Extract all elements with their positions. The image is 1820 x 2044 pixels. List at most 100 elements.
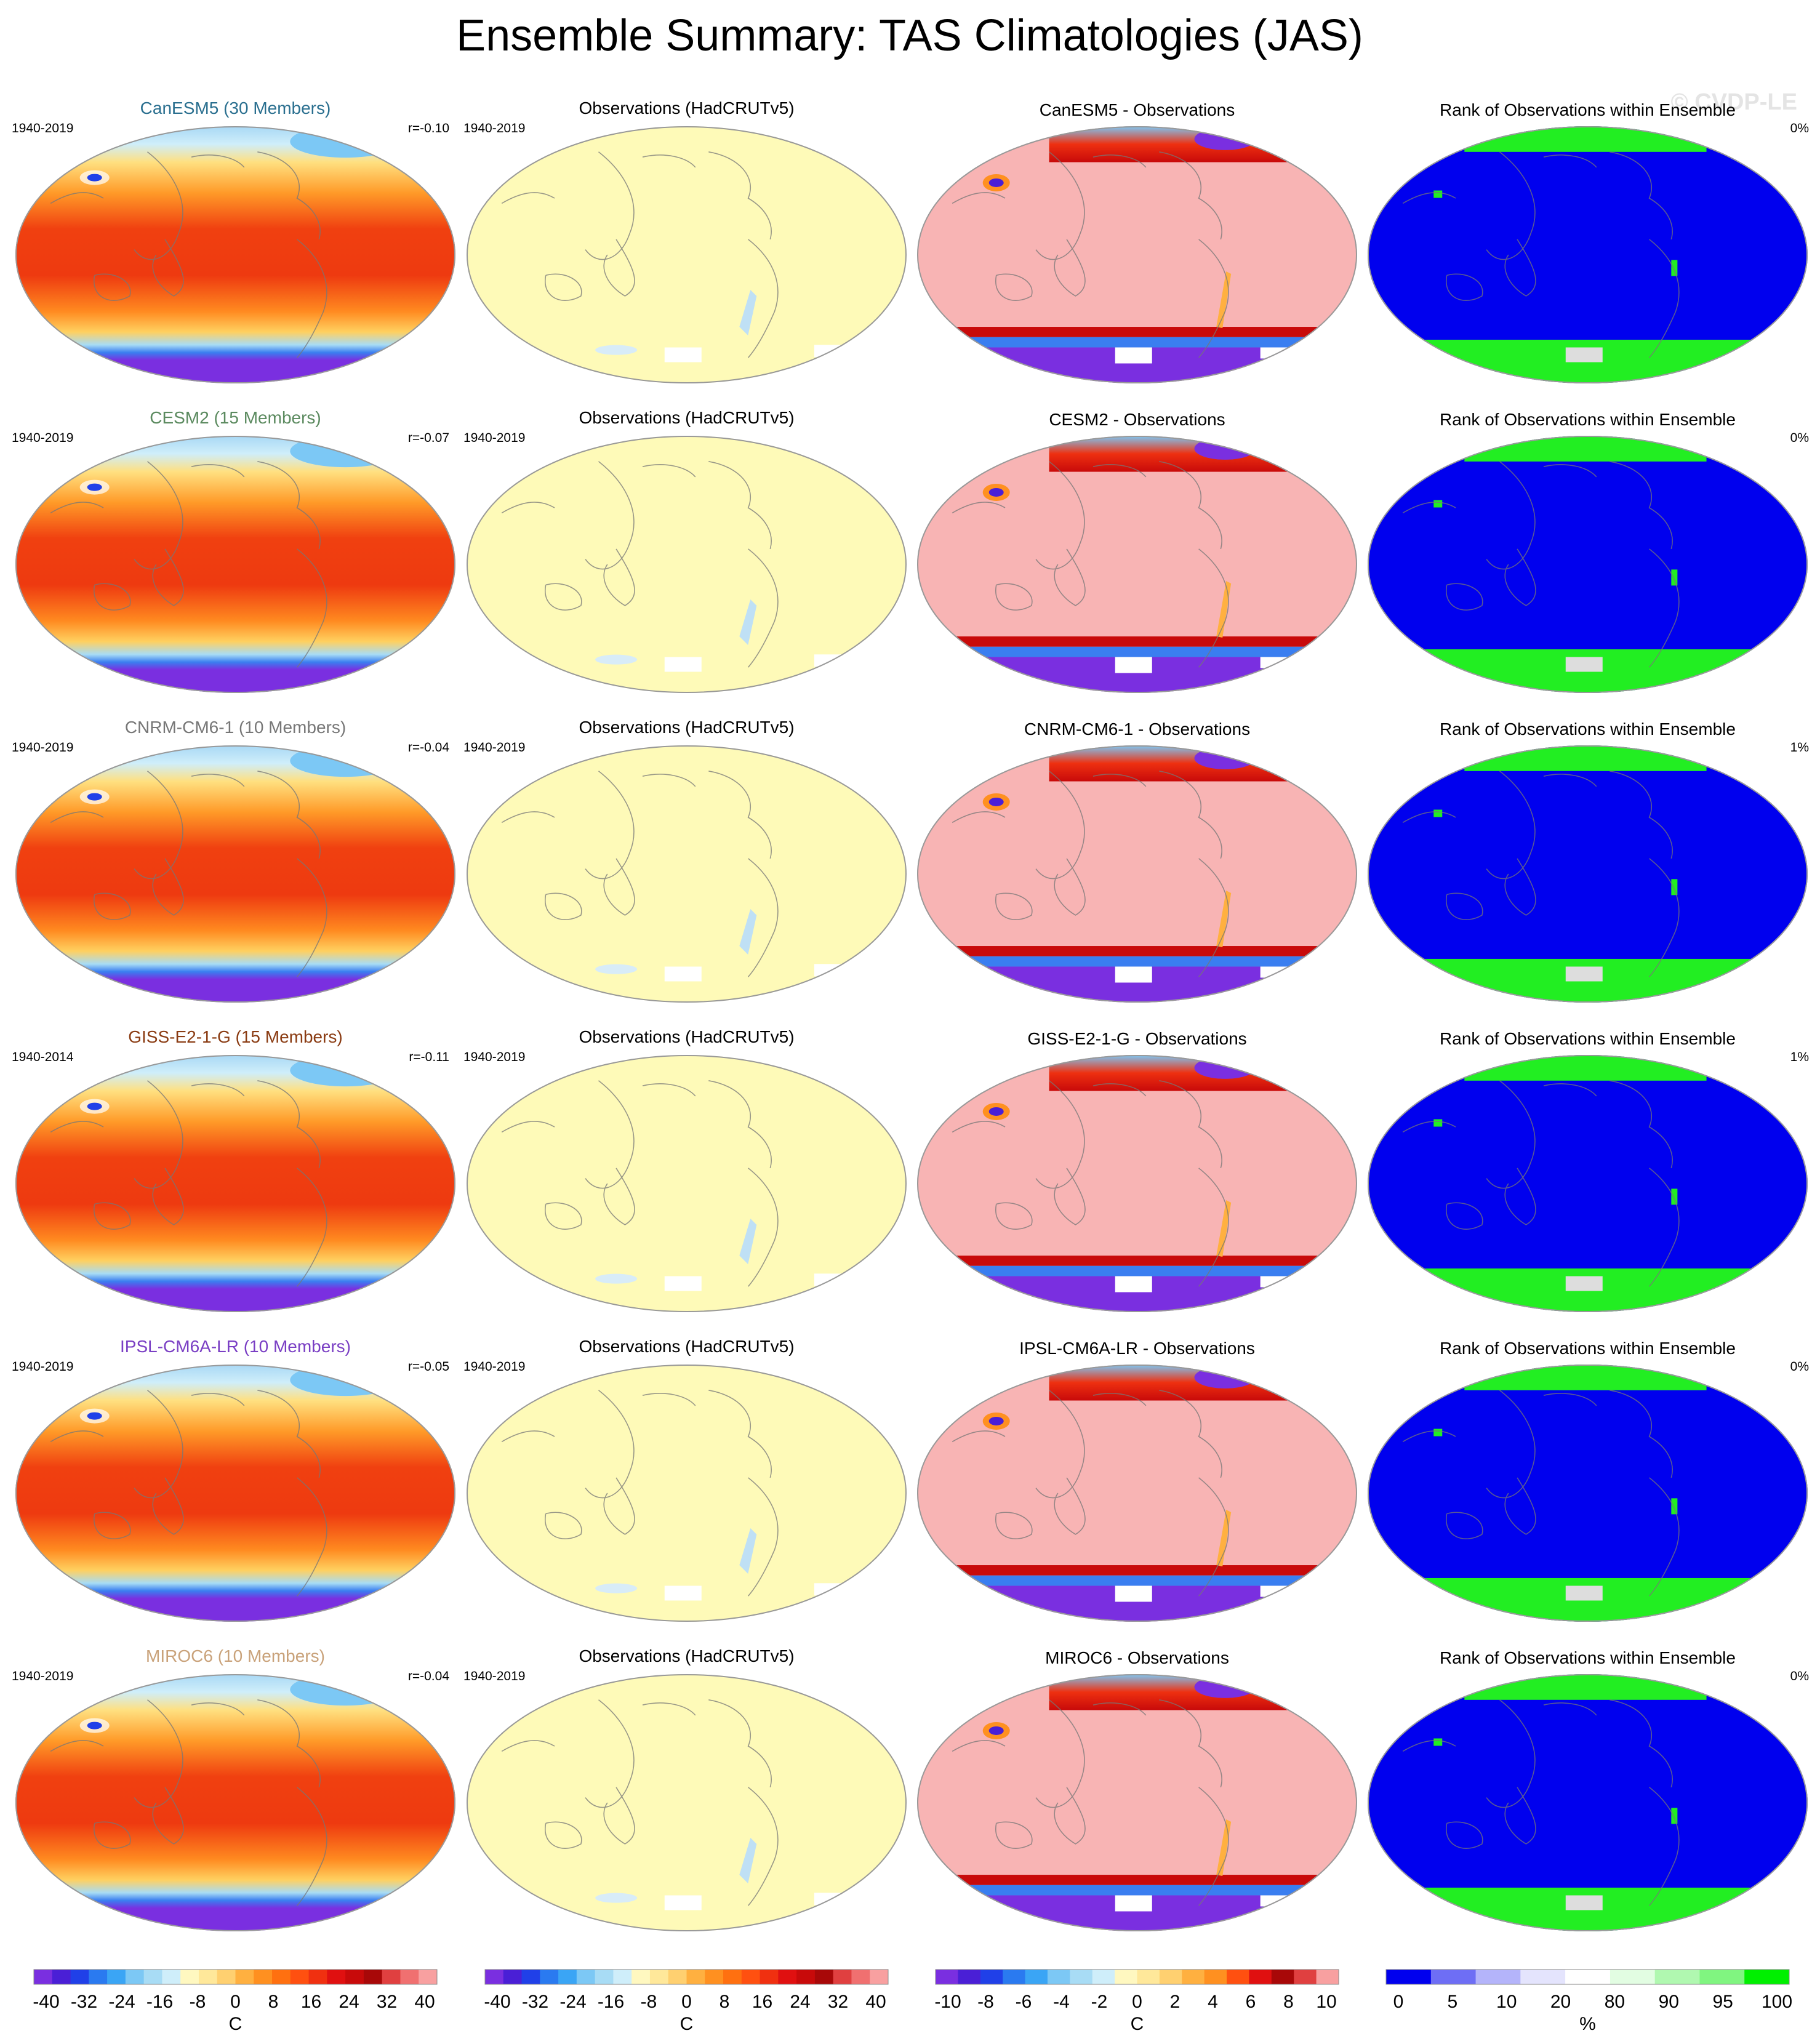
rank-percent: 1%: [1790, 740, 1809, 755]
colorbar-swatch: [290, 1970, 310, 1984]
colorbar-swatch: [217, 1970, 236, 1984]
colorbar-swatch: [485, 1970, 504, 1984]
colorbar-tick-label: 95: [1712, 1992, 1733, 2012]
colorbar-tick-label: -32: [71, 1992, 97, 2012]
obs-title: Observations (HadCRUTv5): [579, 1337, 794, 1356]
colorbar-swatch: [162, 1970, 181, 1984]
colorbar-swatch: [778, 1970, 797, 1984]
diff-map: [917, 745, 1357, 1003]
colorbar-tick-label: -2: [1091, 1992, 1108, 2012]
colorbar-unit: C: [1131, 2014, 1144, 2034]
obs-title: Observations (HadCRUTv5): [579, 1646, 794, 1665]
colorbar-tick-label: 0: [681, 1992, 692, 2012]
rank-title: Rank of Observations within Ensemble: [1440, 1339, 1736, 1358]
colorbar-tick-label: 8: [1283, 1992, 1294, 2012]
diff-title: CanESM5 - Observations: [1040, 100, 1235, 119]
colorbar-swatch: [363, 1970, 383, 1984]
colorbar-row: -40 -32 -24 -16 -8 0 8 16 24 32 40C-40 -32 -24 -16 -8 0…: [33, 1969, 1792, 2034]
model-period: 1940-2019: [12, 431, 73, 445]
colorbar-swatch: [1475, 1970, 1521, 1984]
colorbar-tick-label: 20: [1550, 1992, 1571, 2012]
figure-title: Ensemble Summary: TAS Climatologies (JAS…: [456, 11, 1363, 60]
model-title: CanESM5 (30 Members): [140, 98, 331, 118]
rank-map: [1368, 745, 1808, 1003]
colorbar-swatch: [327, 1970, 346, 1984]
colorbar-tick-label: 80: [1605, 1992, 1625, 2012]
colorbar-swatch: [382, 1970, 401, 1984]
colorbar-tick-label: 0: [1393, 1992, 1404, 2012]
rank-map: [1368, 1674, 1808, 1931]
colorbar-swatch: [400, 1970, 419, 1984]
colorbar-tick-label: 2: [1170, 1992, 1181, 2012]
rank-title: Rank of Observations within Ensemble: [1440, 719, 1736, 739]
colorbar-tick-label: 16: [301, 1992, 321, 2012]
obs-map: [467, 126, 907, 383]
diff-title: MIROC6 - Observations: [1045, 1648, 1229, 1667]
diff-map: [917, 126, 1357, 383]
diff-title: GISS-E2-1-G - Observations: [1027, 1029, 1246, 1048]
colorbar-swatch: [595, 1970, 614, 1984]
obs-title: Observations (HadCRUTv5): [579, 718, 794, 737]
colorbar-swatch: [613, 1970, 632, 1984]
colorbar-swatch: [814, 1970, 834, 1984]
rank-percent: 1%: [1790, 1050, 1809, 1064]
colorbar-swatch: [833, 1970, 852, 1984]
obs-map: [467, 745, 907, 1003]
obs-map: [467, 1365, 907, 1622]
obs-period: 1940-2019: [463, 1669, 525, 1683]
rank-percent: 0%: [1790, 1360, 1809, 1374]
model-map: [15, 1365, 455, 1622]
colorbar-swatch: [705, 1970, 724, 1984]
diff-map: [917, 436, 1357, 693]
colorbar-swatch: [235, 1970, 254, 1984]
colorbar-swatch: [125, 1970, 145, 1984]
model-title: CESM2 (15 Members): [150, 408, 321, 427]
colorbar-swatch: [272, 1970, 291, 1984]
model-period: 1940-2019: [12, 1669, 73, 1683]
colorbar-swatch: [1430, 1970, 1477, 1984]
model-map: [15, 1674, 455, 1931]
colorbar-tick-label: -40: [484, 1992, 510, 2012]
colorbar-tick-label: 8: [720, 1992, 730, 2012]
colorbar-tick-label: -24: [108, 1992, 135, 2012]
colorbar-swatch: [345, 1970, 364, 1984]
colorbar-swatch: [1092, 1970, 1115, 1984]
panel-grid: CanESM5 (30 Members) 1940-2019 r=-0.10 Obse…: [12, 98, 1809, 1931]
colorbar-tick-label: 100: [1762, 1992, 1792, 2012]
colorbar-swatch: [1744, 1970, 1790, 1984]
rank-map: [1368, 1055, 1808, 1312]
colorbar-swatch: [70, 1970, 89, 1984]
rank-percent: 0%: [1790, 121, 1809, 135]
colorbar-swatch: [1025, 1970, 1048, 1984]
colorbar-tick-label: 5: [1448, 1992, 1458, 2012]
colorbar-swatch: [34, 1970, 53, 1984]
diff-map: [917, 1055, 1357, 1312]
colorbar-swatch: [668, 1970, 687, 1984]
obs-period: 1940-2019: [463, 121, 525, 135]
watermark: © CVDP-LE: [1671, 89, 1797, 115]
diff-map: [917, 1674, 1357, 1931]
model-map: [15, 126, 455, 383]
diff-title: CESM2 - Observations: [1049, 410, 1225, 429]
colorbar-unit: %: [1579, 2014, 1596, 2034]
colorbar-swatch: [89, 1970, 108, 1984]
pattern-correlation: r=-0.10: [408, 121, 449, 135]
model-map: [15, 745, 455, 1003]
colorbar-tick-label: 6: [1246, 1992, 1256, 2012]
colorbar-tick-label: -6: [1016, 1992, 1032, 2012]
obs-title: Observations (HadCRUTv5): [579, 1027, 794, 1046]
colorbar-swatch: [1204, 1970, 1227, 1984]
colorbar-tick-label: 40: [414, 1992, 435, 2012]
colorbar-tick-label: 0: [1132, 1992, 1142, 2012]
colorbar-swatch: [576, 1970, 596, 1984]
colorbar-swatch: [254, 1970, 273, 1984]
colorbar-swatch: [1182, 1970, 1205, 1984]
obs-period: 1940-2019: [463, 1050, 525, 1064]
colorbar-swatch: [1047, 1970, 1070, 1984]
colorbar-swatch: [107, 1970, 126, 1984]
colorbar-swatch: [419, 1970, 438, 1984]
colorbar: 0 5 10 20 80 90 95 100%: [1385, 1969, 1792, 2034]
rank-title: Rank of Observations within Ensemble: [1440, 1029, 1736, 1048]
colorbar-tick-label: 40: [865, 1992, 886, 2012]
